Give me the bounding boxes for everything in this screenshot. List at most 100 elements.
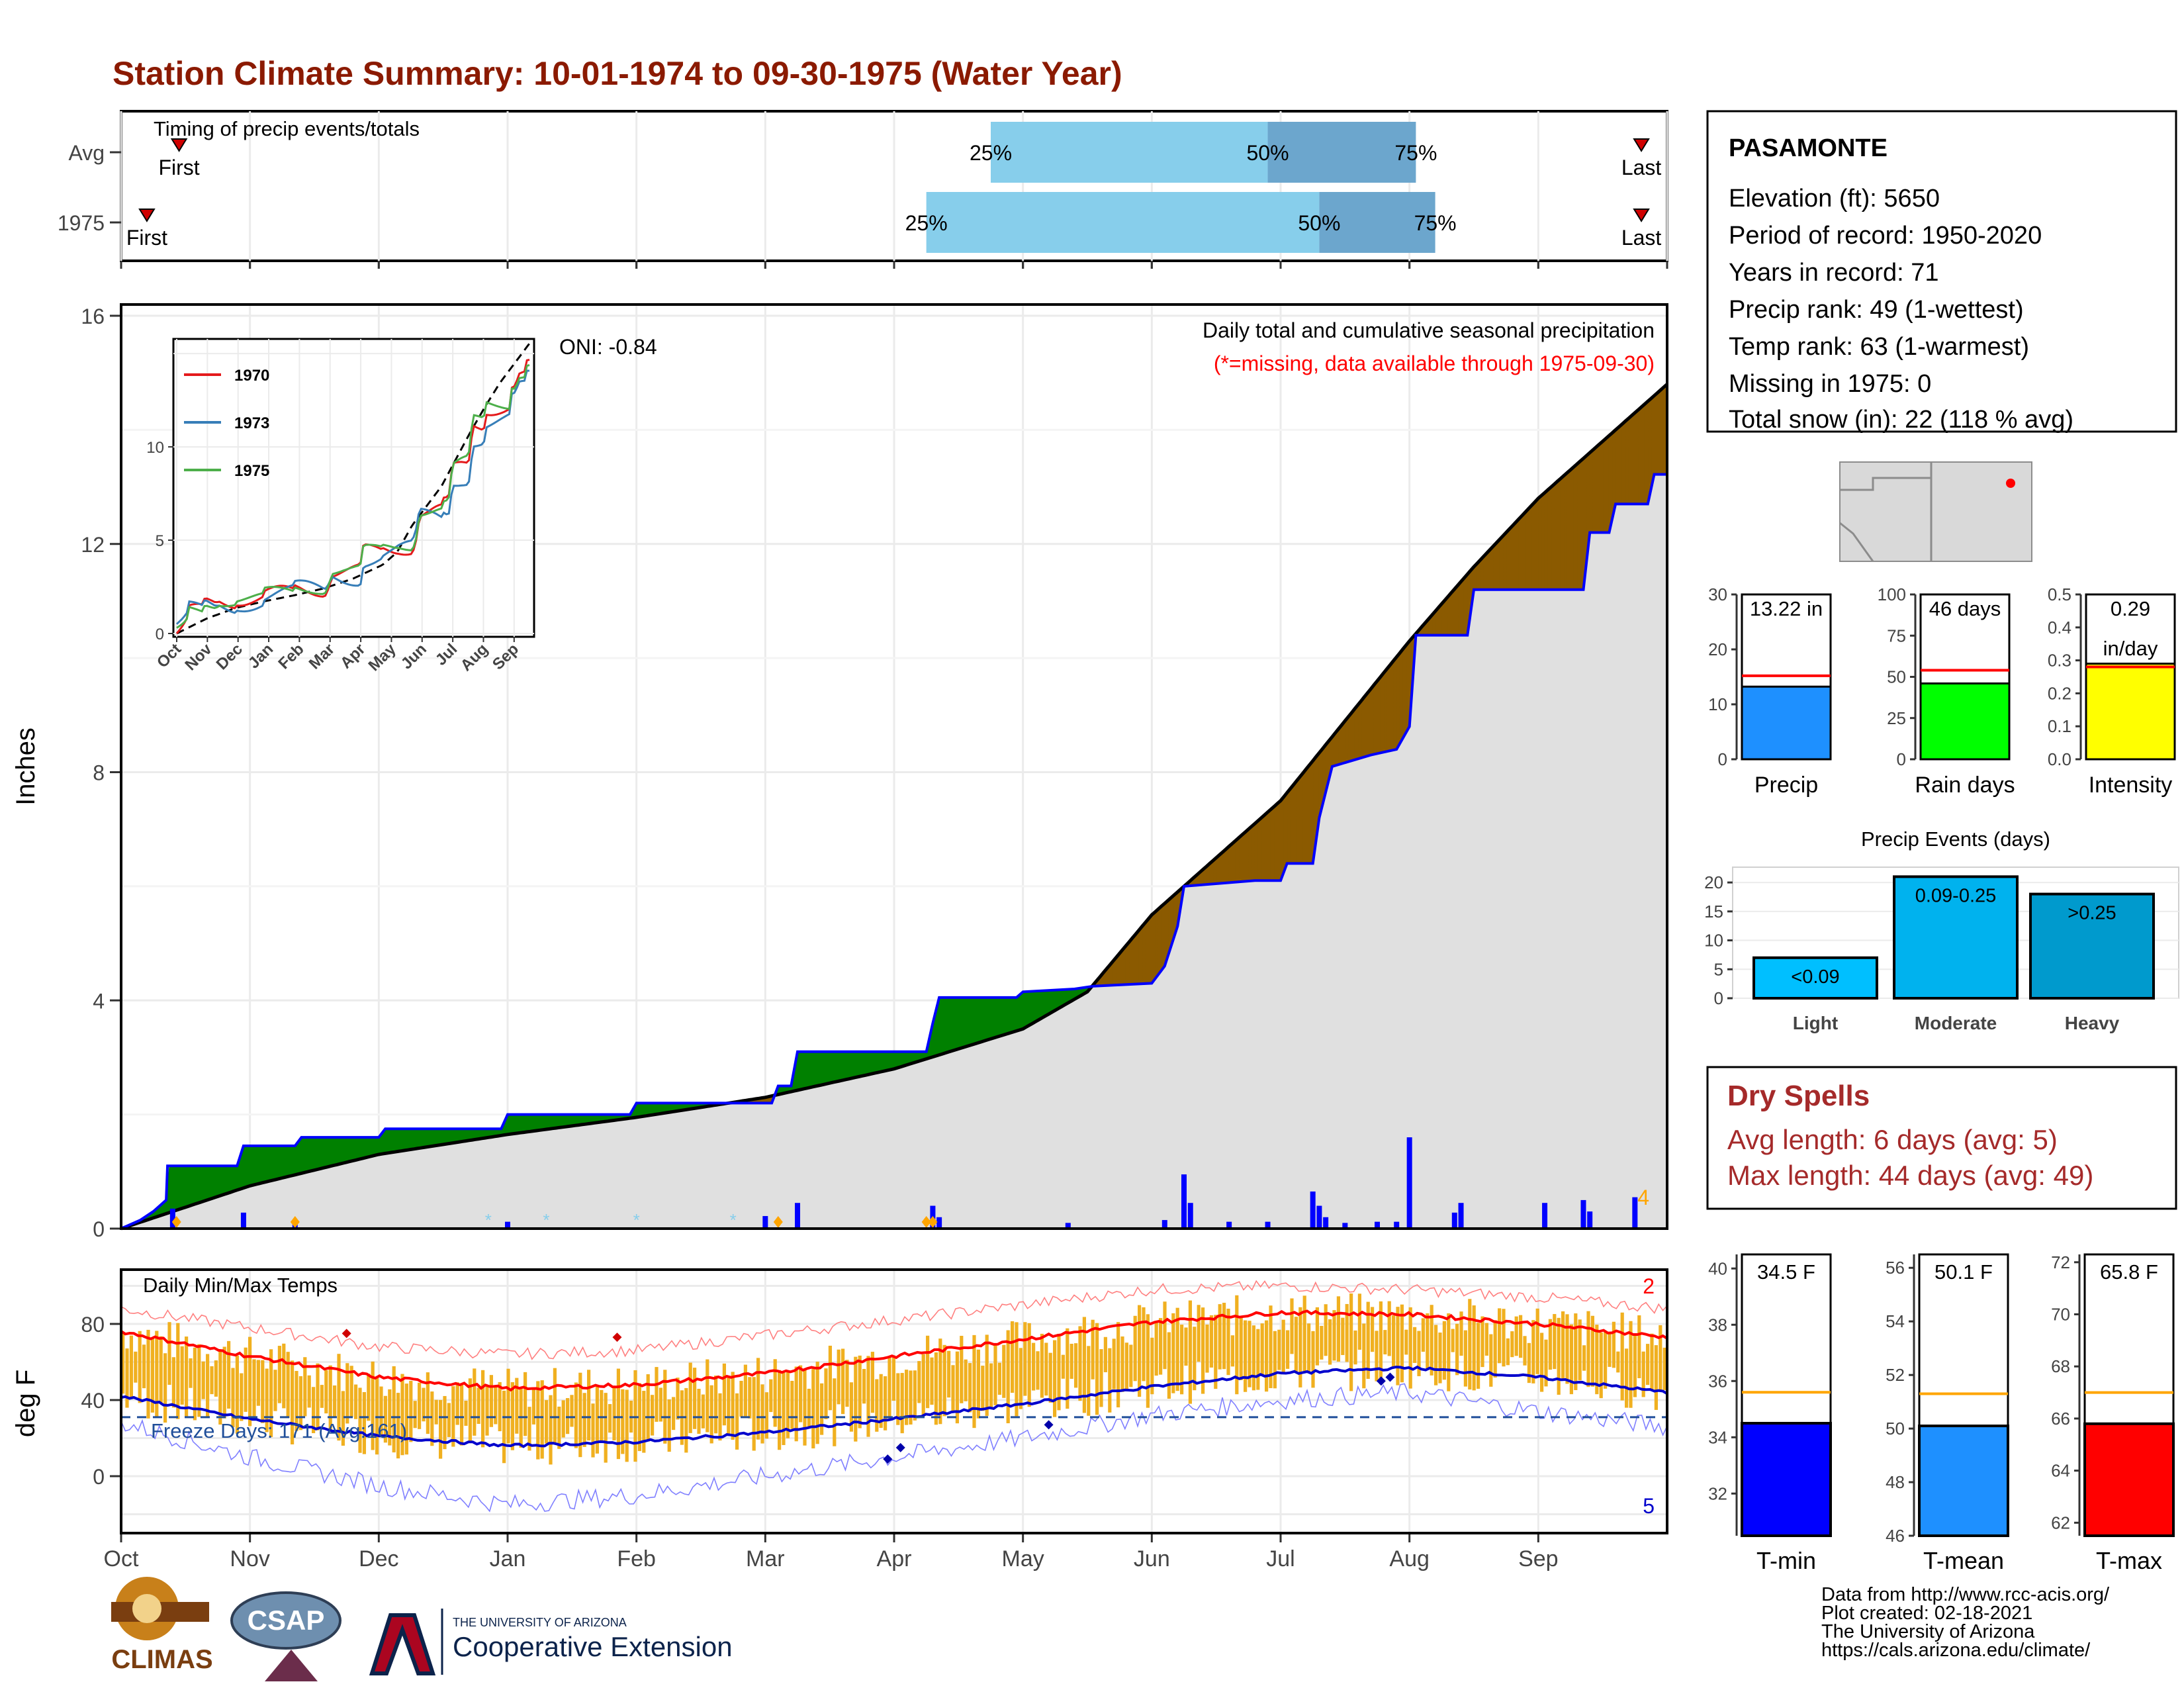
- daily-precip-bar: [1587, 1211, 1593, 1229]
- figure-title: Station Climate Summary: 10-01-1974 to 0…: [113, 55, 1122, 92]
- precip-base-area: [121, 474, 1667, 1229]
- csap-logo: CSAP: [230, 1591, 341, 1681]
- daily-temp-bar: [1477, 1323, 1480, 1389]
- record-high-marker: [341, 1329, 351, 1338]
- temp-summary-tick-label: 68: [2051, 1356, 2070, 1376]
- daily-temp-bar: [1531, 1320, 1535, 1383]
- daily-temp-bar: [210, 1366, 214, 1395]
- daily-temp-bar: [570, 1395, 574, 1427]
- daily-temp-bar: [1235, 1295, 1239, 1395]
- daily-precip-bar: [1161, 1220, 1167, 1229]
- daily-temp-bar: [206, 1354, 210, 1418]
- precip-ytick-label: 8: [93, 761, 105, 785]
- daily-temp-bar: [1175, 1307, 1179, 1391]
- daily-temp-bar: [1057, 1333, 1061, 1411]
- snow-marker: [171, 1216, 181, 1229]
- daily-temp-bar: [799, 1365, 803, 1423]
- events-tick-label: 15: [1704, 902, 1723, 921]
- daily-temp-bar: [1426, 1313, 1430, 1368]
- daily-temp-bar: [1438, 1333, 1442, 1383]
- daily-temp-bar: [773, 1359, 777, 1427]
- daily-temp-bar: [909, 1370, 913, 1425]
- daily-temp-bar: [1574, 1313, 1578, 1391]
- daily-temp-bar: [1387, 1301, 1391, 1356]
- daily-temp-bar: [506, 1368, 510, 1444]
- daily-temp-bar: [1044, 1342, 1048, 1396]
- daily-temp-bar: [1608, 1332, 1612, 1367]
- daily-precip-bar: [1316, 1205, 1322, 1229]
- average-min-line: [120, 1365, 1668, 1448]
- daily-temp-bar: [295, 1371, 298, 1431]
- month-label: Nov: [230, 1546, 269, 1571]
- daily-temp-bar: [1379, 1301, 1383, 1385]
- daily-temp-bar: [637, 1383, 641, 1452]
- precip-events-chart: Precip Events (days) 0 5 10 15 20 <0.09 Light 0.…: [1704, 827, 2179, 1033]
- temp-summary-tick-label: 46: [1886, 1526, 1905, 1546]
- daily-temp-bar: [841, 1348, 845, 1415]
- temp-summary-bar: [1918, 1425, 2009, 1537]
- temp-summary-label: T-max: [2096, 1547, 2162, 1574]
- record-low-marker: [1044, 1420, 1054, 1430]
- daily-temp-bar: [891, 1355, 895, 1401]
- daily-temp-bar: [303, 1357, 307, 1417]
- daily-temp-bar: [705, 1359, 709, 1432]
- temp-title: Daily Min/Max Temps: [143, 1274, 338, 1297]
- daily-temp-bar: [1294, 1317, 1298, 1373]
- daily-temp-bar: [1298, 1307, 1302, 1387]
- precip-annotation-2: (*=missing, data available through 1975-…: [1214, 352, 1655, 375]
- ua-block-a: [369, 1613, 436, 1675]
- temp-summary-tick-label: 38: [1708, 1315, 1727, 1335]
- daily-temp-bar: [1265, 1320, 1269, 1392]
- daily-precip-bar: [240, 1212, 246, 1229]
- daily-temp-bar: [494, 1385, 498, 1425]
- daily-temp-bar: [1650, 1333, 1654, 1391]
- daily-temp-bar: [604, 1393, 608, 1463]
- footer-line: Data from http://www.rcc-acis.org/: [1821, 1584, 2110, 1605]
- month-label: Jul: [1266, 1546, 1295, 1571]
- daily-temp-bar: [748, 1377, 752, 1419]
- daily-temp-bar: [1561, 1311, 1565, 1380]
- daily-precip-bar: [1226, 1221, 1232, 1229]
- month-label: Jan: [490, 1546, 526, 1571]
- daily-temp-bar: [1015, 1322, 1019, 1417]
- summary-bar: [1741, 685, 1832, 761]
- daily-precip-bar: [1265, 1221, 1271, 1229]
- station-line: Years in record: 71: [1729, 259, 1939, 287]
- csap-mountain: [265, 1650, 318, 1681]
- temp-summary-tick-label: 64: [2051, 1461, 2070, 1481]
- daily-temp-bar: [1188, 1300, 1192, 1404]
- daily-temp-bar: [185, 1336, 189, 1417]
- daily-temp-bar: [1133, 1315, 1137, 1382]
- missing-snow-star: *: [633, 1210, 640, 1230]
- missing-snow-star: *: [485, 1210, 492, 1230]
- daily-temp-bar: [815, 1362, 819, 1444]
- timing-row-label-year: 1975: [58, 211, 105, 235]
- daily-temp-bar: [1006, 1330, 1010, 1424]
- daily-temp-bar: [820, 1383, 824, 1435]
- daily-temp-bar: [1489, 1334, 1493, 1387]
- daily-temp-bar: [756, 1358, 760, 1440]
- daily-temp-bar: [976, 1349, 980, 1419]
- daily-temp-bar: [1082, 1317, 1086, 1413]
- summary-bar-tick-label: 20: [1708, 639, 1727, 659]
- timing-panel: 25% 50% 75% First Last 25% 50% 75% First Last Tim…: [58, 110, 1668, 269]
- daily-temp-bar: [1167, 1332, 1171, 1399]
- temp-summary-label: T-mean: [1923, 1547, 2004, 1574]
- station-line: Total snow (in): 22 (118 % avg): [1729, 406, 2073, 434]
- daily-precip-bar: [1310, 1191, 1316, 1229]
- daily-temp-bar: [180, 1346, 184, 1405]
- daily-temp-bar: [896, 1373, 900, 1425]
- daily-temp-bar: [1400, 1304, 1404, 1383]
- daily-temp-bar: [222, 1346, 226, 1419]
- summary-bar: [2085, 663, 2176, 761]
- daily-temp-bar: [697, 1389, 701, 1434]
- daily-temp-bar: [286, 1352, 290, 1419]
- daily-temp-bar: [566, 1398, 570, 1434]
- daily-temp-bar: [409, 1380, 413, 1442]
- daily-temp-bar: [1604, 1331, 1608, 1389]
- precip-corner-count: 4: [1637, 1186, 1649, 1209]
- daily-temp-bar: [1633, 1335, 1637, 1397]
- daily-temp-bar: [608, 1404, 612, 1433]
- daily-precip-bar: [1451, 1212, 1457, 1229]
- daily-temp-bar: [265, 1368, 269, 1432]
